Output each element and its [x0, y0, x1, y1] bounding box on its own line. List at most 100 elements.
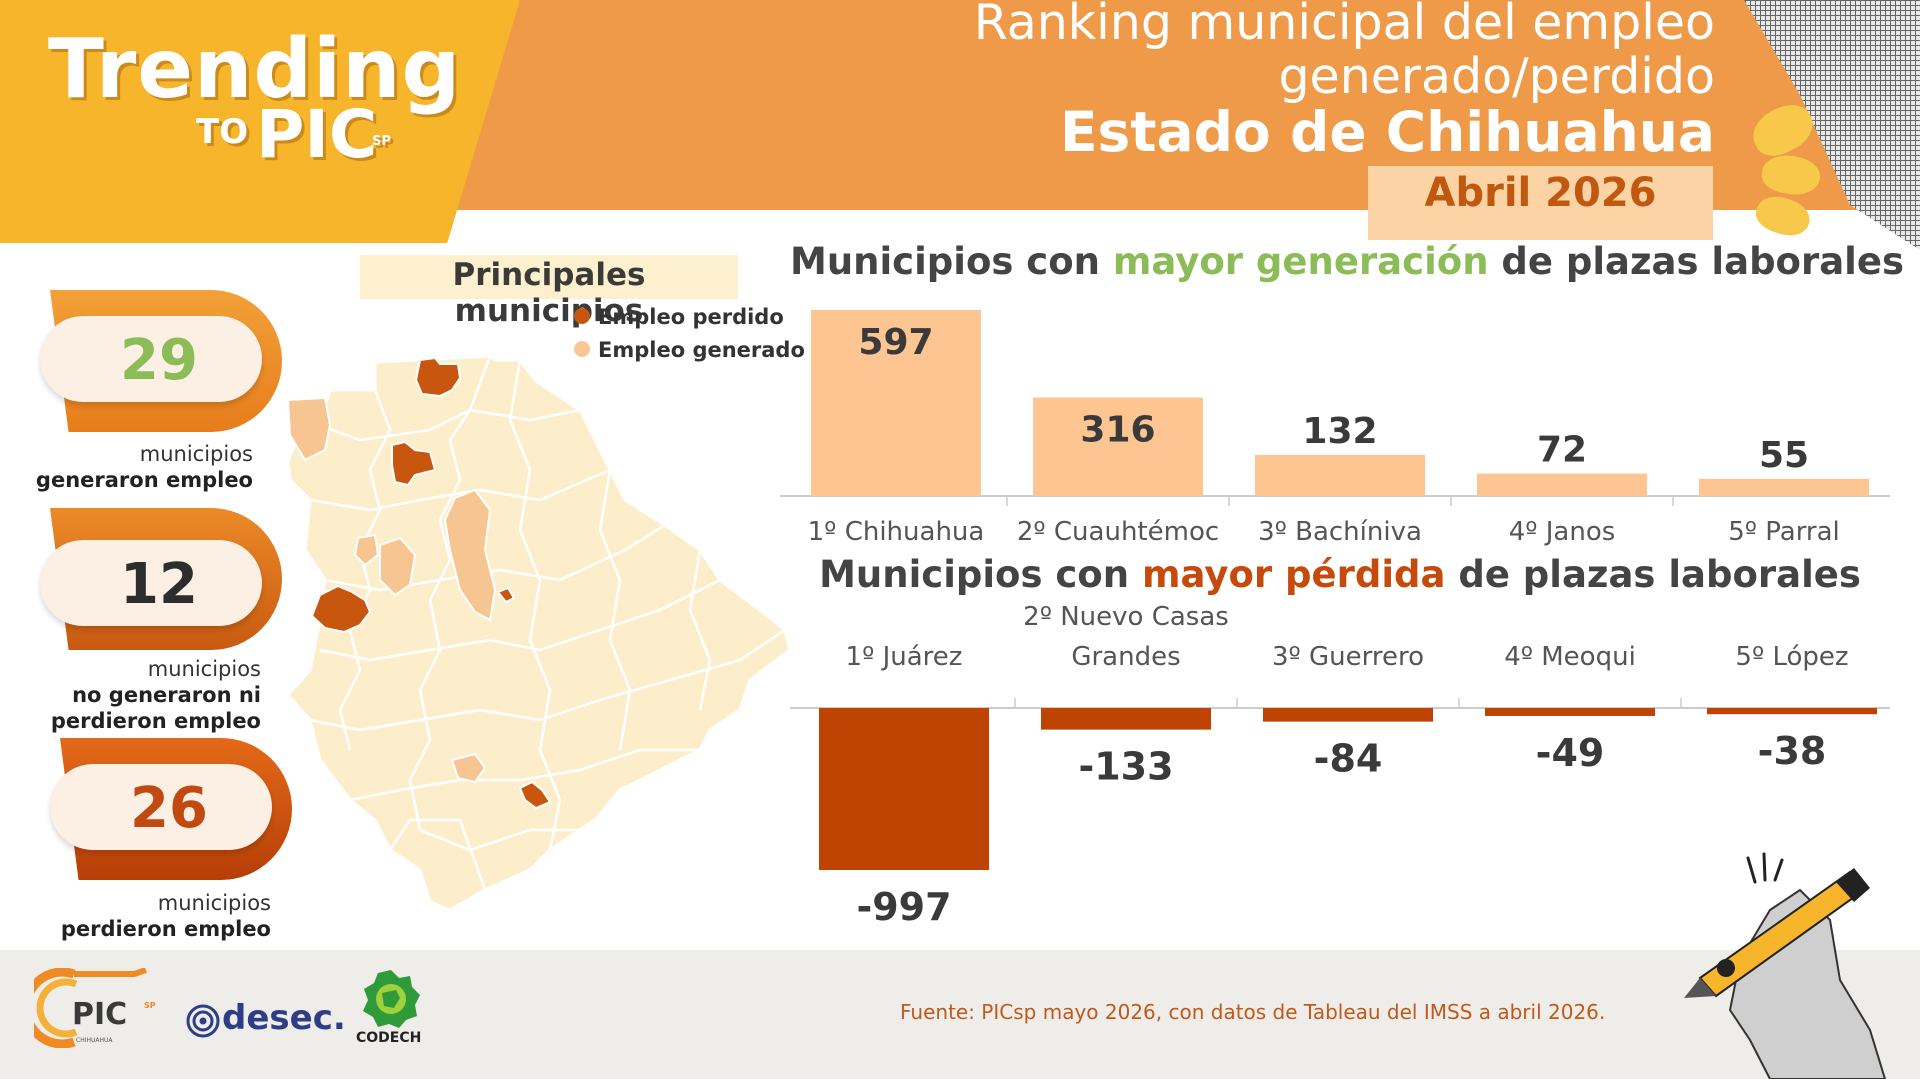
bar-value-label: 72 [1537, 430, 1587, 471]
municipio-nuevo-casas-grandes-lost [391, 440, 437, 487]
category-label: 4º Meoqui [1504, 642, 1636, 672]
source-note: Fuente: PICsp mayo 2026, con datos de Ta… [900, 1000, 1606, 1024]
bar-value-label: -49 [1536, 731, 1605, 775]
category-label: 1º Juárez [846, 642, 963, 672]
title-part: Municipios con [790, 240, 1113, 283]
legend-label-gained: Empleo generado [598, 338, 805, 362]
category-label: 2º Cuauhtémoc [1017, 517, 1219, 547]
title-line-1: Ranking municipal del empleo [973, 0, 1715, 51]
badge-pill [50, 764, 272, 850]
municipio-cuauhtemoc-gained [379, 536, 417, 597]
motion-lines [1746, 852, 1784, 884]
municipio-chihuahua-gained [443, 488, 497, 622]
pic-logo: PIC SP CHIHUAHUA [34, 968, 156, 1048]
stat-label: municipios no generaron ni perdieron emp… [51, 656, 261, 734]
category-label: 2º Nuevo Casas [1023, 602, 1229, 632]
bar-value-label: 55 [1759, 435, 1809, 476]
stat-label-bold: generaron empleo [35, 468, 253, 492]
bar-value-label: 597 [858, 322, 933, 363]
pic-logo-arrow [74, 968, 147, 977]
municipio-meoqui-lost [496, 586, 516, 604]
municipal-borders [304, 355, 786, 891]
bar-2 [1263, 708, 1433, 722]
category-label: 5º Parral [1728, 517, 1840, 547]
title-part: Municipios con [819, 553, 1142, 596]
title-line-3: Estado de Chihuahua [1059, 100, 1715, 164]
date-box [1368, 166, 1713, 240]
bar-value-label: -997 [856, 885, 951, 929]
title-highlight: mayor generación [1112, 240, 1489, 283]
legend-swatch-gained [574, 341, 590, 357]
pic-logo-sp: SP [144, 1001, 156, 1010]
stat-label-line: municipios [157, 891, 271, 915]
desec-icon [186, 1004, 220, 1038]
bar-3 [1477, 473, 1647, 496]
stat-label: municipios perdieron empleo [61, 890, 271, 942]
stat-label-line: municipios [139, 442, 253, 466]
chart-title-loss: Municipios con mayor pérdida de plazas l… [790, 553, 1890, 596]
map-title: Principales municipios [452, 257, 646, 329]
bar-value-label: 316 [1080, 410, 1155, 451]
footer-band [0, 950, 1920, 1079]
category-label: 4º Janos [1509, 517, 1616, 547]
chart-loss: -997 1º Juárez -133 2º Nuevo Casas Grandes -8… [790, 602, 1890, 929]
pic-logo-text: PIC [72, 997, 127, 1032]
pen-tip [1684, 978, 1716, 998]
chart-gain: 597 1º Chihuahua 316 2º Cuauhtémoc 132 3º Bac… [780, 310, 1890, 547]
header-brand-panel [0, 0, 520, 243]
stat-value: 29 [120, 328, 198, 393]
hand-pen-illustration [1684, 852, 1887, 1079]
category-label: 5º López [1735, 642, 1848, 672]
title-highlight: mayor pérdida [1141, 553, 1446, 596]
stat-label-line: municipios [147, 657, 261, 681]
municipio-parral-gained [450, 752, 487, 784]
bar-value-label: 132 [1302, 411, 1377, 452]
bar-2 [1255, 454, 1425, 496]
brand-trending: Trending [48, 22, 462, 117]
stat-label-bold: perdieron empleo [50, 709, 261, 733]
badge-pill [40, 316, 262, 402]
title-line-2: generado/perdido [1278, 48, 1715, 105]
municipio-guerrero-lost [310, 584, 372, 634]
bar-value-label: -84 [1314, 737, 1383, 781]
bar-1 [1041, 708, 1211, 730]
legend-label-lost: Empleo perdido [598, 305, 784, 329]
legend-swatch-lost [574, 308, 590, 324]
category-label: 3º Bachíniva [1258, 517, 1422, 547]
chart-title-gain: Municipios con mayor generación de plaza… [790, 240, 1904, 283]
stat-value: 12 [120, 552, 198, 617]
bar-4 [1707, 708, 1877, 715]
stat-label-bold: no generaron ni [72, 683, 261, 707]
brand-sp: SP [372, 134, 391, 149]
municipio-bachiniva-gained [353, 533, 380, 567]
title-part: de plazas laborales [1488, 240, 1904, 283]
bar-0 [811, 310, 981, 496]
map-title-highlight [360, 255, 738, 299]
municipio-lopez-lost [518, 780, 552, 810]
pic-logo-arc [36, 978, 78, 1038]
category-label: 3º Guerrero [1272, 642, 1424, 672]
pic-logo-sub: CHIHUAHUA [76, 1037, 113, 1044]
codech-emblem-icon [363, 970, 420, 1028]
bar-value-label: -38 [1758, 729, 1827, 773]
stat-label-bold: perdieron empleo [60, 917, 271, 941]
title-part: de plazas laborales [1445, 553, 1861, 596]
bar-0 [819, 708, 989, 870]
bar-4 [1699, 478, 1869, 496]
bar-value-label: -133 [1078, 745, 1173, 789]
bar-3 [1485, 708, 1655, 716]
desec-logo: desec. [222, 998, 346, 1038]
brand-to: TO [196, 112, 249, 152]
date-label: Abril 2026 [1424, 170, 1657, 216]
category-label: 1º Chihuahua [808, 517, 985, 547]
category-label: Grandes [1071, 642, 1180, 672]
pen-cap [1836, 868, 1870, 902]
brand-pic: PIC [256, 96, 378, 173]
municipio-ascension-gained [286, 396, 332, 462]
stat-value: 26 [130, 776, 208, 841]
stat-label: municipios generaron empleo [36, 441, 253, 493]
pen-grip [1717, 959, 1735, 977]
bar-1 [1033, 397, 1203, 496]
municipio-juarez-lost [414, 356, 462, 398]
